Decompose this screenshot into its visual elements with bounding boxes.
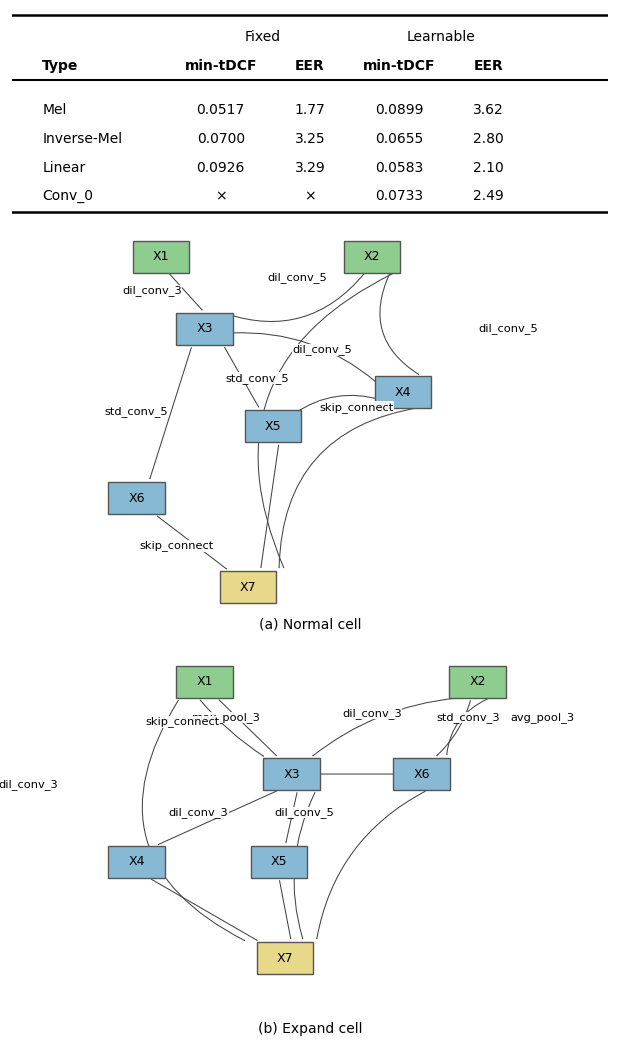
FancyArrowPatch shape [261,446,278,567]
FancyArrowPatch shape [227,274,364,321]
Text: dil_conv_5: dil_conv_5 [268,273,327,283]
Text: min-tDCF: min-tDCF [363,59,435,72]
FancyArrowPatch shape [151,880,257,940]
Text: dil_conv_3: dil_conv_3 [0,779,58,790]
FancyArrowPatch shape [258,273,394,568]
Text: Conv_0: Conv_0 [42,189,93,203]
Text: Inverse-Mel: Inverse-Mel [42,132,122,146]
Text: Linear: Linear [42,160,86,175]
Text: X5: X5 [265,419,281,433]
FancyArrowPatch shape [286,793,297,842]
Text: ×: × [215,189,226,203]
Text: min-tDCF: min-tDCF [185,59,257,72]
Text: 0.0733: 0.0733 [375,189,423,203]
Text: (a) Normal cell: (a) Normal cell [259,618,361,632]
FancyArrowPatch shape [279,408,419,567]
Text: dil_conv_3: dil_conv_3 [122,286,182,296]
Text: skip_connect: skip_connect [146,717,220,727]
Text: avg_pool_3: avg_pool_3 [510,712,575,723]
Text: (b) Expand cell: (b) Expand cell [258,1022,362,1036]
Text: 0.0926: 0.0926 [197,160,245,175]
Text: 3.62: 3.62 [473,104,504,117]
Text: X2: X2 [469,676,485,688]
FancyBboxPatch shape [250,846,308,878]
FancyArrowPatch shape [159,791,277,844]
FancyArrowPatch shape [142,700,245,940]
FancyBboxPatch shape [374,377,432,408]
FancyArrowPatch shape [294,395,382,413]
Text: X1: X1 [153,250,169,264]
FancyBboxPatch shape [133,241,190,273]
FancyArrowPatch shape [294,793,315,938]
Text: 3.29: 3.29 [294,160,326,175]
FancyBboxPatch shape [108,846,165,878]
Text: skip_connect: skip_connect [319,402,394,412]
FancyBboxPatch shape [220,571,277,604]
Text: dil_conv_5: dil_conv_5 [293,344,352,356]
Text: EER: EER [295,59,325,72]
FancyBboxPatch shape [343,241,401,273]
Text: 0.0517: 0.0517 [197,104,245,117]
FancyBboxPatch shape [257,942,314,974]
FancyBboxPatch shape [394,758,450,790]
Text: dil_conv_3: dil_conv_3 [169,808,228,818]
Text: X7: X7 [277,952,293,964]
Text: X7: X7 [240,581,256,594]
Text: X1: X1 [197,676,213,688]
FancyArrowPatch shape [157,516,226,569]
Text: 2.10: 2.10 [473,160,504,175]
Text: 0.0583: 0.0583 [375,160,423,175]
Text: dil_conv_3: dil_conv_3 [342,708,402,719]
Text: X6: X6 [128,492,144,505]
Text: Type: Type [42,59,79,72]
Text: skip_connect: skip_connect [140,540,214,551]
Text: Learnable: Learnable [407,30,476,44]
FancyArrowPatch shape [317,791,425,938]
Text: dil_conv_5: dil_conv_5 [274,808,334,818]
Text: X5: X5 [271,856,287,868]
FancyBboxPatch shape [449,666,506,698]
Text: std_conv_3: std_conv_3 [436,712,500,723]
Text: X4: X4 [128,856,144,868]
FancyArrowPatch shape [232,333,375,382]
FancyArrowPatch shape [169,274,202,310]
Text: X2: X2 [364,250,380,264]
FancyArrowPatch shape [447,699,487,754]
FancyBboxPatch shape [177,313,233,345]
Text: std_conv_5: std_conv_5 [105,406,168,417]
Text: X6: X6 [414,768,430,780]
Text: 2.49: 2.49 [473,189,504,203]
FancyArrowPatch shape [280,881,291,938]
Text: dil_conv_5: dil_conv_5 [479,323,538,335]
FancyArrowPatch shape [200,700,264,756]
FancyArrowPatch shape [380,274,419,374]
Text: 0.0655: 0.0655 [375,132,423,146]
Text: 1.77: 1.77 [294,104,326,117]
FancyArrowPatch shape [219,700,277,755]
FancyBboxPatch shape [177,666,233,698]
Text: EER: EER [474,59,503,72]
FancyArrowPatch shape [437,701,471,755]
Text: std_conv_5: std_conv_5 [226,373,289,384]
Text: 3.25: 3.25 [294,132,326,146]
Text: X3: X3 [197,322,213,336]
Text: ×: × [304,189,316,203]
FancyBboxPatch shape [108,482,165,515]
Text: 0.0899: 0.0899 [375,104,423,117]
Text: 0.0700: 0.0700 [197,132,245,146]
FancyArrowPatch shape [313,698,456,756]
Text: 2.80: 2.80 [473,132,504,146]
FancyBboxPatch shape [244,410,301,442]
Text: X4: X4 [395,386,411,399]
FancyBboxPatch shape [263,758,320,790]
Text: X3: X3 [283,768,299,780]
Text: Fixed: Fixed [244,30,280,44]
Text: max_pool_3: max_pool_3 [192,712,260,723]
FancyArrowPatch shape [150,347,192,479]
Text: Mel: Mel [42,104,66,117]
FancyArrowPatch shape [224,347,259,407]
